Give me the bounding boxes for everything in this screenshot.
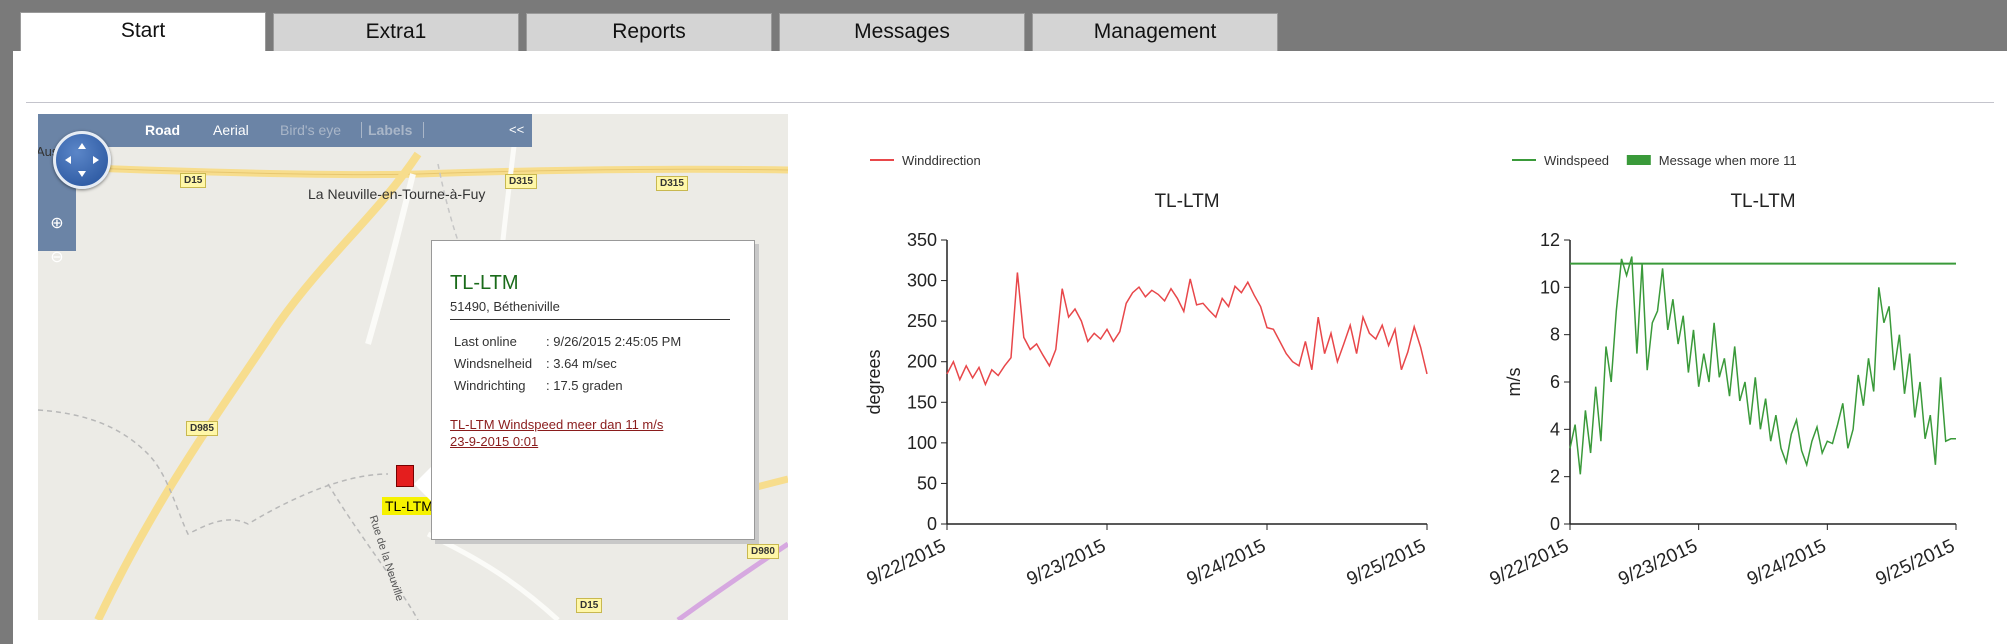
map-labels-button[interactable]: Labels xyxy=(368,122,413,138)
map-birdseye-button[interactable]: Bird's eye xyxy=(280,122,342,138)
y-tick-label-4: 8 xyxy=(1550,325,1560,345)
tab-reports[interactable]: Reports xyxy=(526,13,772,51)
zoom-out-icon[interactable]: ⊖ xyxy=(50,249,64,266)
tab-messages[interactable]: Messages xyxy=(779,13,1025,51)
popup-row-last-online: Last online: 9/26/2015 2:45:05 PM xyxy=(454,334,682,349)
chart-title: TL-LTM xyxy=(1154,191,1219,212)
y-tick-label-0: 0 xyxy=(1550,514,1560,534)
windspeed-chart: Windspeed Message when more 11 TL-LTM 0 2 4 6 8… xyxy=(1487,153,1958,590)
pan-arrows-icon[interactable] xyxy=(53,131,111,189)
map-road-button[interactable]: Road xyxy=(145,122,180,138)
popup-alert-link[interactable]: TL-LTM Windspeed meer dan 11 m/s 23-9-201… xyxy=(450,417,664,449)
winddirection-chart: Winddirection TL-LTM 0 50 100 150 200 250 300 350… xyxy=(864,153,1429,590)
map-zoom-panel: ⊕ ⊖ xyxy=(38,147,76,266)
y-tick-label-2: 4 xyxy=(1550,419,1560,439)
series-line-0 xyxy=(1569,256,1956,475)
map-toolbar: Road Aerial Bird's eye Labels << xyxy=(38,114,532,147)
y-tick-label-0: 0 xyxy=(927,514,937,534)
map[interactable]: Road Aerial Bird's eye Labels << ⊕ ⊖ Aus… xyxy=(38,114,788,620)
x-tick-label-3: 9/25/2015 xyxy=(1344,535,1429,590)
town-label: La Neuville-en-Tourne-à-Fuy xyxy=(308,186,486,202)
road-badge-d980: D980 xyxy=(747,544,779,559)
y-tick-label-6: 300 xyxy=(907,271,937,291)
road-badge-d15-south: D15 xyxy=(576,598,603,613)
station-popup: TL-LTM 51490, Bétheniville Last online: … xyxy=(431,240,755,540)
y-tick-label-3: 150 xyxy=(907,392,937,412)
x-tick-label-0: 9/22/2015 xyxy=(864,535,949,590)
chart-title: TL-LTM xyxy=(1730,191,1795,212)
x-tick-label-1: 9/23/2015 xyxy=(1024,535,1109,590)
popup-address: 51490, Bétheniville xyxy=(450,299,560,314)
tab-start[interactable]: Start xyxy=(20,12,266,52)
y-axis-label: m/s xyxy=(1504,368,1524,397)
x-tick-label-2: 9/24/2015 xyxy=(1744,535,1829,590)
road-badge-d15: D15 xyxy=(180,173,207,188)
y-axis-label: degrees xyxy=(864,349,884,414)
toolbar-separator xyxy=(361,122,362,138)
map-roads xyxy=(38,114,788,620)
popup-row-windsnelheid: Windsnelheid: 3.64 m/sec xyxy=(454,356,617,371)
y-tick-label-7: 350 xyxy=(907,230,937,250)
tab-bar: Start Extra1 Reports Messages Management xyxy=(0,0,2007,52)
y-tick-label-2: 100 xyxy=(907,433,937,453)
tab-management[interactable]: Management xyxy=(1032,13,1278,51)
y-tick-label-6: 12 xyxy=(1540,230,1560,250)
series-line-0 xyxy=(946,272,1428,387)
y-tick-label-4: 200 xyxy=(907,352,937,372)
y-tick-label-1: 50 xyxy=(917,473,937,493)
station-pin-icon[interactable] xyxy=(396,465,414,487)
popup-rule xyxy=(450,319,730,320)
legend-label-1: Message when more 11 xyxy=(1659,153,1797,168)
y-tick-label-1: 2 xyxy=(1550,467,1560,487)
y-tick-label-5: 250 xyxy=(907,311,937,331)
page-scrollbar[interactable] xyxy=(1994,51,2007,644)
x-tick-label-2: 9/24/2015 xyxy=(1184,535,1269,590)
popup-title: TL-LTM xyxy=(450,272,519,294)
content-divider xyxy=(26,102,1994,103)
popup-tail xyxy=(414,464,434,504)
map-aerial-button[interactable]: Aerial xyxy=(213,122,249,138)
road-badge-d315: D315 xyxy=(505,174,537,189)
popup-row-windrichting: Windrichting: 17.5 graden xyxy=(454,378,623,393)
map-collapse-button[interactable]: << xyxy=(509,122,525,137)
road-badge-d315-east: D315 xyxy=(656,176,688,191)
road-badge-d985: D985 xyxy=(186,421,218,436)
x-tick-label-3: 9/25/2015 xyxy=(1873,535,1958,590)
x-tick-label-0: 9/22/2015 xyxy=(1487,535,1572,590)
x-tick-label-1: 9/23/2015 xyxy=(1615,535,1700,590)
tab-extra1[interactable]: Extra1 xyxy=(273,13,519,51)
legend-label-0: Winddirection xyxy=(902,153,981,168)
legend-label-0: Windspeed xyxy=(1544,153,1609,168)
y-tick-label-3: 6 xyxy=(1550,372,1560,392)
toolbar-separator xyxy=(423,122,424,138)
legend-swatch-threshold xyxy=(1626,155,1651,165)
y-tick-label-5: 10 xyxy=(1540,277,1560,297)
zoom-in-icon[interactable]: ⊕ xyxy=(50,215,64,232)
